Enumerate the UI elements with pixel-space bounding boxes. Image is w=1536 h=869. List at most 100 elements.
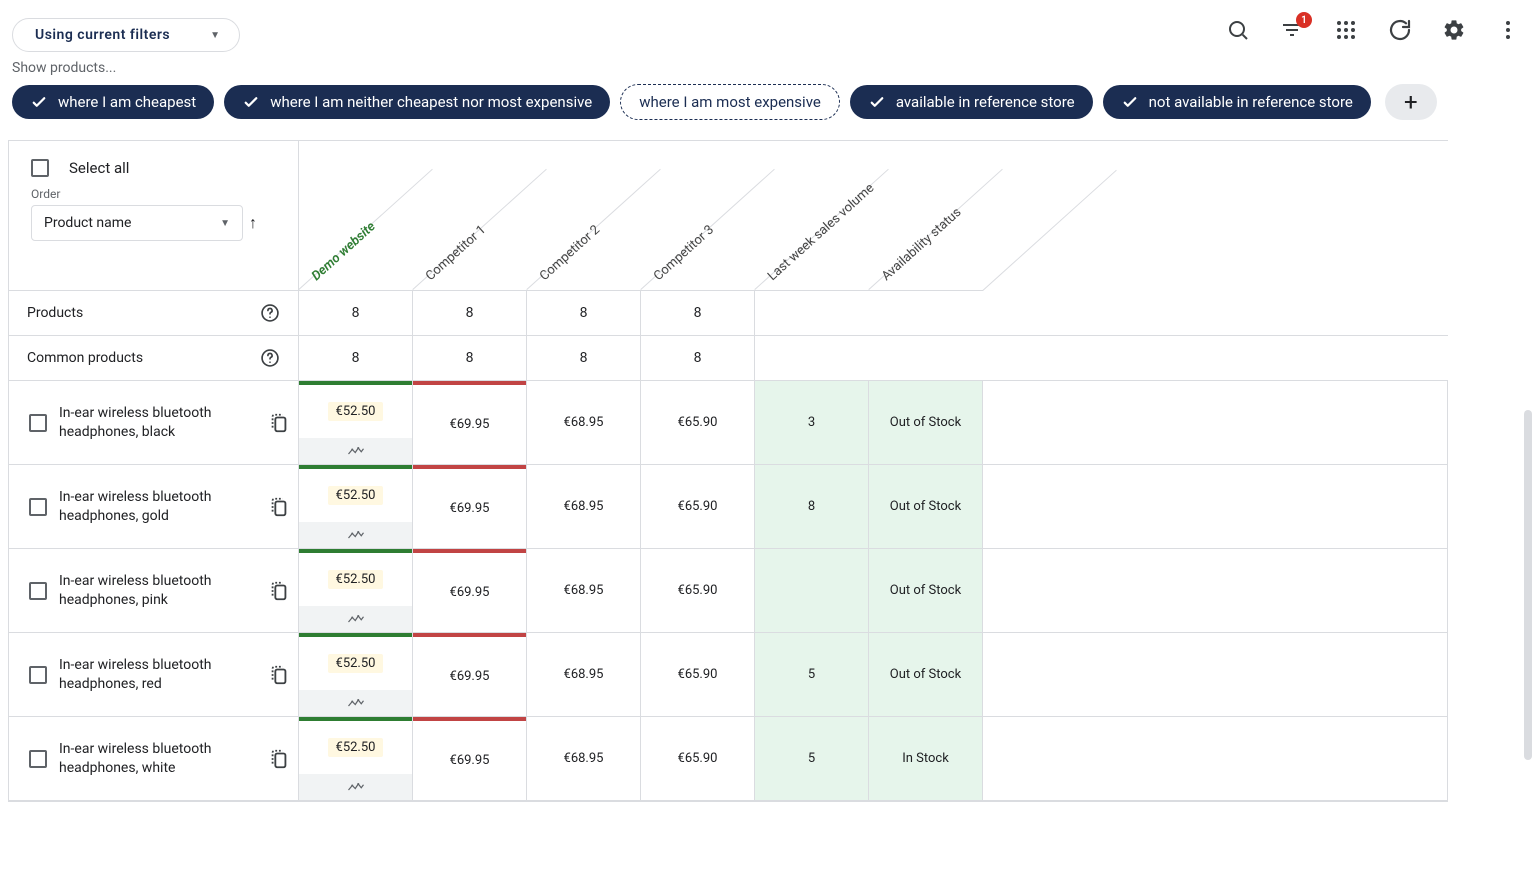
competitor-price-cell[interactable]: €69.95 bbox=[413, 549, 527, 632]
competitor-price-value: €69.95 bbox=[413, 469, 526, 548]
copy-icon[interactable] bbox=[268, 580, 290, 602]
competitor-price-value: €68.95 bbox=[527, 717, 640, 800]
row-checkbox[interactable] bbox=[29, 498, 47, 516]
competitor-price-value: €69.95 bbox=[413, 721, 526, 800]
competitor-price-cell[interactable]: €65.90 bbox=[641, 633, 755, 716]
competitor-price-cell[interactable]: €65.90 bbox=[641, 717, 755, 800]
product-row: In-ear wireless bluetooth headphones, bl… bbox=[8, 381, 1448, 465]
product-row: In-ear wireless bluetooth headphones, re… bbox=[8, 633, 1448, 717]
order-label: Order bbox=[31, 187, 276, 201]
select-all-control[interactable]: Select all bbox=[31, 159, 276, 177]
sales-volume-cell: 8 bbox=[755, 465, 869, 548]
product-name-cell: In-ear wireless bluetooth headphones, go… bbox=[9, 465, 299, 548]
sort-direction-toggle[interactable]: ↑ bbox=[249, 213, 257, 233]
check-icon bbox=[242, 93, 260, 111]
column-header-comp1[interactable]: Competitor 1 bbox=[413, 141, 527, 291]
copy-icon[interactable] bbox=[268, 748, 290, 770]
count-cell: 8 bbox=[641, 291, 755, 335]
availability-cell: Out of Stock bbox=[869, 381, 983, 464]
chip-label: not available in reference store bbox=[1149, 93, 1353, 111]
sales-volume-cell: 5 bbox=[755, 633, 869, 716]
product-name-cell: In-ear wireless bluetooth headphones, bl… bbox=[9, 381, 299, 464]
products-count-row: Products 8 8 8 8 bbox=[8, 291, 1448, 336]
competitor-price-value: €65.90 bbox=[641, 549, 754, 632]
competitor-price-cell[interactable]: €69.95 bbox=[413, 381, 527, 464]
row-checkbox[interactable] bbox=[29, 666, 47, 684]
competitor-price-cell[interactable]: €65.90 bbox=[641, 549, 755, 632]
competitor-price-cell[interactable]: €68.95 bbox=[527, 381, 641, 464]
price-trend-button[interactable] bbox=[299, 690, 412, 716]
demo-price-value: €52.50 bbox=[328, 654, 384, 673]
competitor-price-value: €65.90 bbox=[641, 633, 754, 716]
filter-chip[interactable]: where I am cheapest bbox=[12, 85, 214, 119]
check-icon bbox=[868, 93, 886, 111]
filter-chips: where I am cheapest where I am neither ch… bbox=[12, 84, 1524, 120]
count-cell: 8 bbox=[641, 336, 755, 380]
count-cell: 8 bbox=[413, 291, 527, 335]
vertical-scrollbar[interactable] bbox=[1524, 410, 1532, 760]
caret-down-icon: ▼ bbox=[210, 30, 220, 41]
demo-price-cell[interactable]: €52.50 bbox=[299, 465, 413, 548]
row-checkbox[interactable] bbox=[29, 750, 47, 768]
competitor-price-cell[interactable]: €68.95 bbox=[527, 717, 641, 800]
filter-chip[interactable]: where I am most expensive bbox=[620, 84, 840, 120]
demo-price-cell[interactable]: €52.50 bbox=[299, 549, 413, 632]
chip-label: available in reference store bbox=[896, 93, 1075, 111]
chip-label: where I am neither cheapest nor most exp… bbox=[270, 93, 592, 111]
refresh-icon[interactable] bbox=[1388, 18, 1412, 42]
price-trend-button[interactable] bbox=[299, 774, 412, 800]
demo-price-value: €52.50 bbox=[328, 402, 384, 421]
price-trend-button[interactable] bbox=[299, 522, 412, 548]
demo-price-cell[interactable]: €52.50 bbox=[299, 381, 413, 464]
competitor-price-cell[interactable]: €68.95 bbox=[527, 465, 641, 548]
column-header-comp3[interactable]: Competitor 3 bbox=[641, 141, 755, 291]
select-all-checkbox[interactable] bbox=[31, 159, 49, 177]
demo-price-value: €52.50 bbox=[328, 738, 384, 757]
filter-mode-dropdown[interactable]: Using current filters ▼ bbox=[12, 18, 240, 52]
more-vert-icon[interactable] bbox=[1496, 18, 1520, 42]
order-by-select[interactable]: Product name ▼ bbox=[31, 205, 243, 241]
copy-icon[interactable] bbox=[268, 664, 290, 686]
competitor-price-cell[interactable]: €65.90 bbox=[641, 381, 755, 464]
price-trend-button[interactable] bbox=[299, 438, 412, 464]
competitor-price-value: €69.95 bbox=[413, 637, 526, 716]
filter-chip[interactable]: where I am neither cheapest nor most exp… bbox=[224, 85, 610, 119]
sales-volume-cell bbox=[755, 549, 869, 632]
row-checkbox[interactable] bbox=[29, 414, 47, 432]
competitor-price-cell[interactable]: €68.95 bbox=[527, 549, 641, 632]
help-icon[interactable] bbox=[260, 303, 280, 323]
column-header-availability[interactable]: Availability status bbox=[869, 141, 983, 291]
competitor-price-cell[interactable]: €65.90 bbox=[641, 465, 755, 548]
column-header-demo[interactable]: Demo website bbox=[299, 141, 413, 291]
apps-grid-icon[interactable] bbox=[1334, 18, 1358, 42]
price-trend-button[interactable] bbox=[299, 606, 412, 632]
count-cell: 8 bbox=[527, 336, 641, 380]
help-icon[interactable] bbox=[260, 348, 280, 368]
select-all-label: Select all bbox=[69, 159, 129, 177]
copy-icon[interactable] bbox=[268, 496, 290, 518]
search-icon[interactable] bbox=[1226, 18, 1250, 42]
competitor-price-cell[interactable]: €69.95 bbox=[413, 717, 527, 800]
filter-chip[interactable]: available in reference store bbox=[850, 85, 1093, 119]
check-icon bbox=[30, 93, 48, 111]
plus-icon: + bbox=[1404, 88, 1418, 116]
demo-price-cell[interactable]: €52.50 bbox=[299, 633, 413, 716]
demo-price-cell[interactable]: €52.50 bbox=[299, 717, 413, 800]
product-row: In-ear wireless bluetooth headphones, go… bbox=[8, 465, 1448, 549]
competitor-price-cell[interactable]: €68.95 bbox=[527, 633, 641, 716]
table-header-row: Select all Order Product name ▼ ↑ Demo w… bbox=[8, 141, 1448, 291]
common-products-count-label: Common products bbox=[27, 350, 143, 366]
filter-list-icon[interactable]: 1 bbox=[1280, 18, 1304, 42]
column-header-sales[interactable]: Last week sales volume bbox=[755, 141, 869, 291]
settings-gear-icon[interactable] bbox=[1442, 18, 1466, 42]
competitor-price-cell[interactable]: €69.95 bbox=[413, 633, 527, 716]
row-checkbox[interactable] bbox=[29, 582, 47, 600]
column-header-comp2[interactable]: Competitor 2 bbox=[527, 141, 641, 291]
add-filter-button[interactable]: + bbox=[1385, 84, 1437, 120]
filter-chip[interactable]: not available in reference store bbox=[1103, 85, 1371, 119]
competitor-price-cell[interactable]: €69.95 bbox=[413, 465, 527, 548]
competitor-price-value: €65.90 bbox=[641, 465, 754, 548]
copy-icon[interactable] bbox=[268, 412, 290, 434]
product-row: In-ear wireless bluetooth headphones, wh… bbox=[8, 717, 1448, 801]
competitor-price-value: €69.95 bbox=[413, 553, 526, 632]
